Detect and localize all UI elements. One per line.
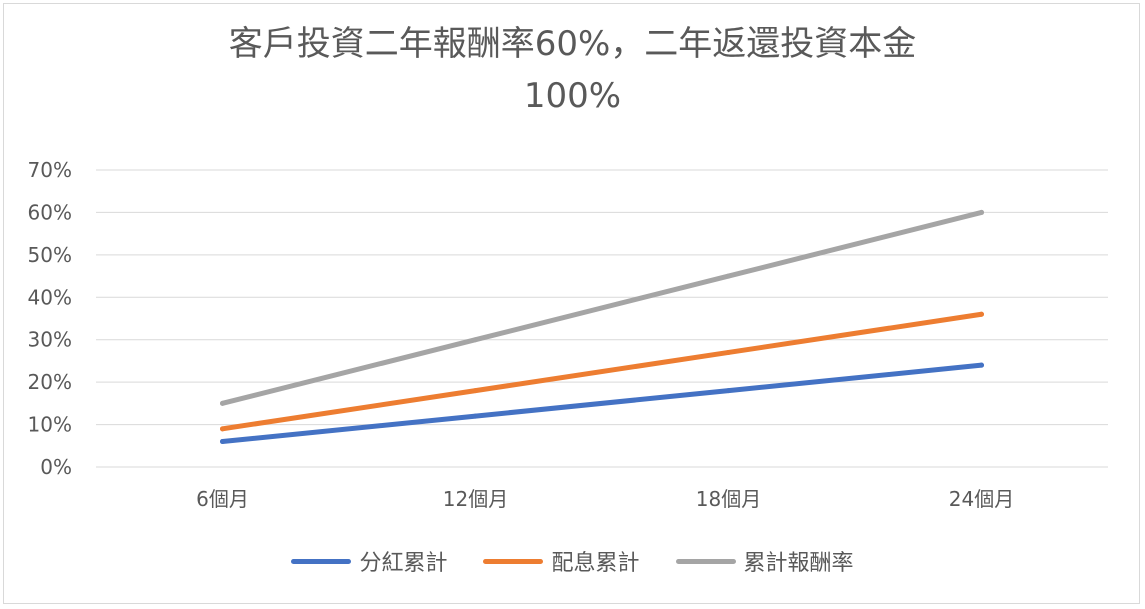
data-point bbox=[979, 311, 984, 317]
series-line-2 bbox=[220, 311, 984, 432]
y-tick-label: 50% bbox=[28, 243, 72, 267]
legend-label: 分紅累計 bbox=[359, 551, 448, 576]
y-tick-label: 10% bbox=[28, 413, 72, 437]
y-tick-label: 30% bbox=[28, 328, 72, 352]
data-point bbox=[220, 400, 225, 406]
y-tick-label: 70% bbox=[28, 158, 72, 182]
series-line-3 bbox=[220, 209, 984, 406]
data-point bbox=[726, 273, 731, 279]
chart-title-line-2: 100% bbox=[523, 76, 622, 116]
x-tick-label: 12個月 bbox=[443, 487, 508, 511]
x-tick-label: 18個月 bbox=[696, 487, 761, 511]
legend-swatch bbox=[483, 558, 544, 564]
chart-title: 客戶投資二年報酬率60%，二年返還投資本金 100% bbox=[0, 18, 1145, 122]
chart-frame bbox=[3, 3, 1140, 604]
data-point bbox=[979, 209, 984, 215]
data-point bbox=[726, 349, 731, 355]
legend-label: 累計報酬率 bbox=[743, 551, 854, 576]
legend-label: 配息累計 bbox=[551, 551, 640, 576]
legend-swatch bbox=[675, 558, 736, 564]
legend-swatch bbox=[291, 558, 352, 564]
data-point bbox=[220, 426, 225, 432]
data-point bbox=[220, 439, 225, 445]
data-point bbox=[726, 388, 731, 394]
data-point bbox=[473, 413, 478, 419]
chart-title-line-1: 客戶投資二年報酬率60%，二年返還投資本金 bbox=[228, 24, 917, 64]
legend-item-3: 累計報酬率 bbox=[675, 545, 854, 577]
data-point bbox=[473, 337, 478, 343]
y-tick-label: 20% bbox=[28, 370, 72, 394]
chart-legend: 分紅累計 配息累計 累計報酬率 bbox=[0, 545, 1145, 577]
y-tick-label: 40% bbox=[28, 285, 72, 309]
y-tick-label: 0% bbox=[40, 455, 72, 479]
series-line-1 bbox=[220, 362, 984, 445]
data-point bbox=[473, 388, 478, 394]
legend-item-2: 配息累計 bbox=[483, 545, 640, 577]
legend-item-1: 分紅累計 bbox=[291, 545, 447, 577]
data-point bbox=[979, 362, 984, 368]
y-tick-label: 60% bbox=[28, 200, 72, 224]
x-tick-label: 6個月 bbox=[196, 487, 249, 511]
x-tick-label: 24個月 bbox=[949, 487, 1014, 511]
